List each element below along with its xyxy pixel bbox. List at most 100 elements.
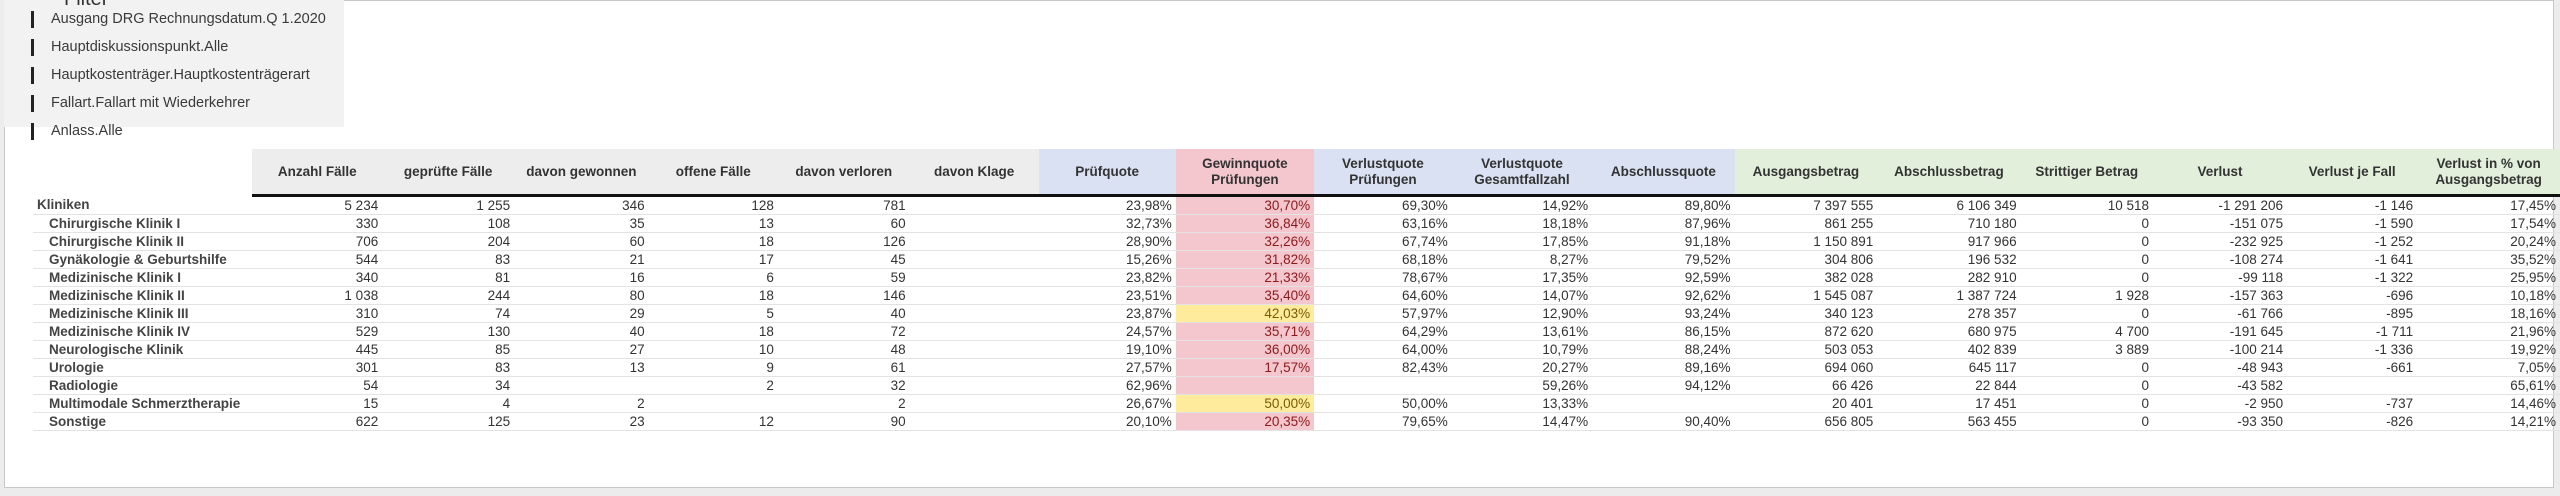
table-cell[interactable]: 20,24%	[2417, 232, 2560, 251]
table-cell[interactable]: 0	[2020, 250, 2153, 269]
table-row[interactable]: Multimodale Schmerztherapie 15 4 2 2 26,67% 50…	[33, 394, 2560, 413]
table-cell[interactable]: 503 053	[1734, 340, 1878, 359]
table-cell[interactable]: 13	[514, 358, 649, 377]
table-cell[interactable]: 17,54%	[2417, 214, 2560, 233]
table-cell[interactable]: 36,84%	[1175, 214, 1315, 233]
table-cell[interactable]: 32,26%	[1175, 232, 1315, 251]
table-cell[interactable]	[909, 195, 1039, 215]
table-row[interactable]: Medizinische Klinik II 1 038 244 80 18 146 23,…	[33, 286, 2560, 305]
table-cell[interactable]: 19,92%	[2417, 340, 2560, 359]
table-cell[interactable]: 0	[2020, 394, 2153, 413]
column-header-11[interactable]: Abschlussquote	[1592, 149, 1735, 197]
table-cell[interactable]: 529	[252, 322, 383, 341]
column-header-8[interactable]: Gewinnquote Prüfungen	[1175, 149, 1315, 197]
table-cell[interactable]: -43 582	[2152, 376, 2288, 395]
table-cell[interactable]: 244	[382, 286, 515, 305]
table-cell[interactable]: 22 844	[1877, 376, 2021, 395]
table-cell[interactable]: 13,61%	[1451, 322, 1593, 341]
table-cell[interactable]: 14,21%	[2417, 412, 2560, 431]
table-cell[interactable]: 23,98%	[1038, 195, 1176, 215]
table-cell[interactable]: 1 255	[382, 195, 515, 215]
table-cell[interactable]: -191 645	[2152, 322, 2288, 341]
table-cell[interactable]: 17,85%	[1451, 232, 1593, 251]
table-cell[interactable]: 35,52%	[2417, 250, 2560, 269]
table-row[interactable]: Medizinische Klinik I 340 81 16 6 59 23,82% 21,…	[33, 268, 2560, 287]
table-cell[interactable]: 85	[382, 340, 515, 359]
table-cell[interactable]: 12,90%	[1451, 304, 1593, 323]
table-cell[interactable]: 54	[252, 376, 383, 395]
table-cell[interactable]: 0	[2020, 376, 2153, 395]
table-cell[interactable]: 79,52%	[1592, 250, 1735, 269]
table-cell[interactable]: 872 620	[1734, 322, 1878, 341]
table-cell[interactable]: 544	[252, 250, 383, 269]
table-cell[interactable]	[2287, 376, 2418, 395]
table-cell[interactable]: -1 146	[2287, 195, 2418, 215]
column-header-6[interactable]: davon Klage	[909, 149, 1039, 197]
table-cell[interactable]: 92,62%	[1592, 286, 1735, 305]
filter-item-hauptdiskussionspunkt[interactable]: Hauptdiskussionspunkt.Alle	[31, 37, 228, 57]
table-cell[interactable]: 310	[252, 304, 383, 323]
table-cell[interactable]: 32,73%	[1038, 214, 1176, 233]
table-cell[interactable]: 781	[777, 195, 910, 215]
table-cell[interactable]: 13	[648, 214, 778, 233]
table-cell[interactable]: 64,00%	[1314, 340, 1452, 359]
table-cell[interactable]: 30,70%	[1175, 195, 1315, 215]
table-cell[interactable]: 27,57%	[1038, 358, 1176, 377]
table-cell[interactable]: 17,45%	[2417, 195, 2560, 215]
table-cell[interactable]: 18	[648, 286, 778, 305]
table-cell[interactable]: 59	[777, 268, 910, 287]
table-cell[interactable]: 125	[382, 412, 515, 431]
table-cell[interactable]: 10	[648, 340, 778, 359]
table-cell[interactable]: 86,15%	[1592, 322, 1735, 341]
table-cell[interactable]: 83	[382, 358, 515, 377]
table-cell[interactable]: 15,26%	[1038, 250, 1176, 269]
table-cell[interactable]: 861 255	[1734, 214, 1878, 233]
table-cell[interactable]: 18,16%	[2417, 304, 2560, 323]
table-row[interactable]: Chirurgische Klinik II 706 204 60 18 126 28,90…	[33, 232, 2560, 251]
table-cell[interactable]: 146	[777, 286, 910, 305]
table-cell[interactable]: 130	[382, 322, 515, 341]
table-cell[interactable]: 14,47%	[1451, 412, 1593, 431]
table-cell[interactable]: 204	[382, 232, 515, 251]
table-cell[interactable]: 42,03%	[1175, 304, 1315, 323]
table-cell[interactable]: 81	[382, 268, 515, 287]
filter-item-hauptkostentraeger[interactable]: Hauptkostenträger.Hauptkostenträgerart	[31, 65, 310, 85]
table-cell[interactable]: 0	[2020, 214, 2153, 233]
table-cell[interactable]: 2	[514, 394, 649, 413]
table-cell[interactable]: 89,16%	[1592, 358, 1735, 377]
table-cell[interactable]: 346	[514, 195, 649, 215]
table-cell[interactable]: 0	[2020, 232, 2153, 251]
table-cell[interactable]: 196 532	[1877, 250, 2021, 269]
table-cell[interactable]: 6	[648, 268, 778, 287]
table-cell[interactable]: 0	[2020, 358, 2153, 377]
column-header-5[interactable]: davon verloren	[777, 149, 910, 197]
table-cell[interactable]: 1 038	[252, 286, 383, 305]
table-cell[interactable]: 17,35%	[1451, 268, 1593, 287]
table-cell[interactable]: 63,16%	[1314, 214, 1452, 233]
table-cell[interactable]: 14,92%	[1451, 195, 1593, 215]
table-cell[interactable]: 29	[514, 304, 649, 323]
table-cell[interactable]: -108 274	[2152, 250, 2288, 269]
table-row[interactable]: Neurologische Klinik 445 85 27 10 48 19,10% 36,…	[33, 340, 2560, 359]
table-cell[interactable]: 89,80%	[1592, 195, 1735, 215]
table-cell[interactable]: 4	[382, 394, 515, 413]
table-cell[interactable]: 5	[648, 304, 778, 323]
table-cell[interactable]: 21,33%	[1175, 268, 1315, 287]
column-header-1[interactable]: Anzahl Fälle	[252, 149, 383, 197]
table-row[interactable]: Medizinische Klinik IV 529 130 40 18 72 24,57%…	[33, 322, 2560, 341]
table-cell[interactable]: 28,90%	[1038, 232, 1176, 251]
table-cell[interactable]: 21	[514, 250, 649, 269]
filter-item-anlass[interactable]: Anlass.Alle	[31, 121, 123, 141]
table-row[interactable]: Kliniken 5 234 1 255 346 128 781 23,98% 30,70% 6…	[33, 195, 2560, 215]
table-cell[interactable]: 14,07%	[1451, 286, 1593, 305]
table-cell[interactable]: -232 925	[2152, 232, 2288, 251]
table-cell[interactable]: 48	[777, 340, 910, 359]
table-cell[interactable]: 79,65%	[1314, 412, 1452, 431]
table-cell[interactable]: 1 545 087	[1734, 286, 1878, 305]
table-cell[interactable]: 17 451	[1877, 394, 2021, 413]
table-cell[interactable]: 87,96%	[1592, 214, 1735, 233]
table-cell[interactable]	[909, 250, 1039, 269]
table-cell[interactable]: 82,43%	[1314, 358, 1452, 377]
table-cell[interactable]: 67,74%	[1314, 232, 1452, 251]
table-cell[interactable]: 330	[252, 214, 383, 233]
